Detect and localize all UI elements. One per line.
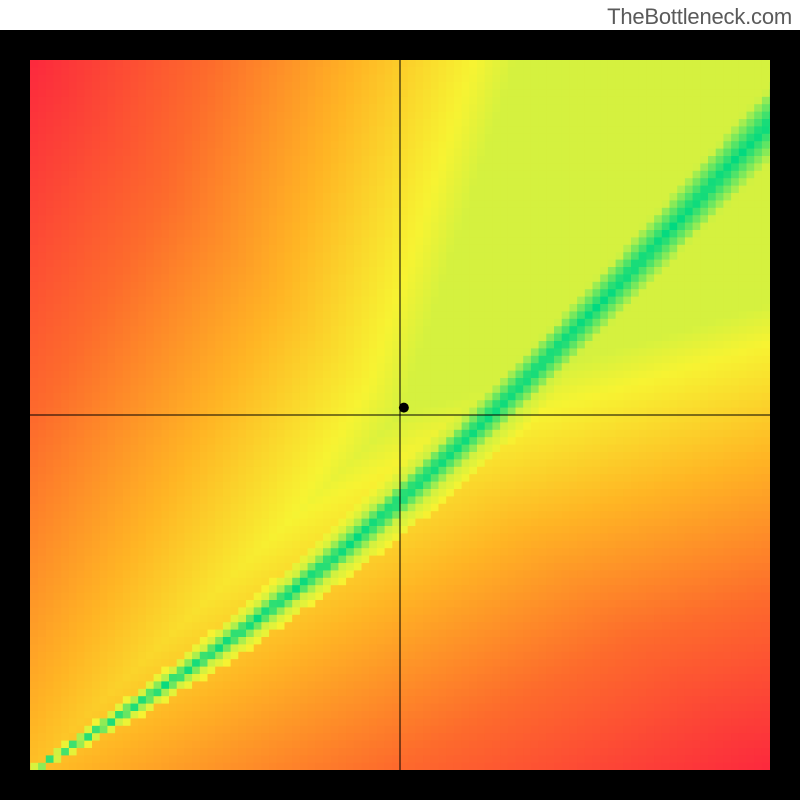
- chart-container: TheBottleneck.com: [0, 0, 800, 800]
- bottleneck-heatmap: [0, 30, 800, 800]
- marker-dot: [399, 403, 409, 413]
- watermark-text: TheBottleneck.com: [607, 4, 792, 30]
